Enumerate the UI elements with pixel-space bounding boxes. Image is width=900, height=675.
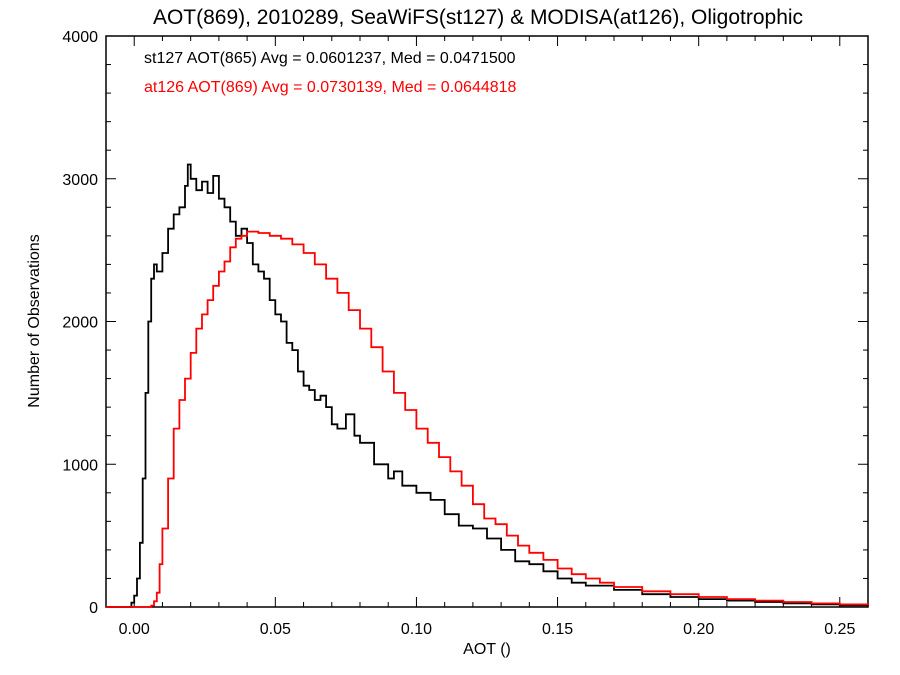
chart-title: AOT(869), 2010289, SeaWiFS(st127) & MODI… xyxy=(153,6,803,29)
y-axis-label: Number of Observations xyxy=(26,234,43,407)
y-tick-label: 1000 xyxy=(62,457,98,474)
x-tick-label: 0.10 xyxy=(401,621,432,638)
series-lines xyxy=(106,163,869,608)
x-tick-label: 0.15 xyxy=(542,621,573,638)
stats-annotation-st127: st127 AOT(865) Avg = 0.0601237, Med = 0.… xyxy=(144,50,516,67)
y-tick-label: 3000 xyxy=(62,172,98,189)
stats-annotation-at126: at126 AOT(869) Avg = 0.0730139, Med = 0.… xyxy=(144,79,517,96)
x-tick-label: 0.00 xyxy=(119,621,150,638)
x-axis-ticks: 0.00 0.05 0.10 0.15 0.20 0.25 xyxy=(119,36,869,638)
series-line-1 xyxy=(106,230,869,608)
series-line-0 xyxy=(106,163,869,608)
x-tick-label: 0.20 xyxy=(683,621,714,638)
x-tick-label: 0.25 xyxy=(824,621,855,638)
x-tick-label: 0.05 xyxy=(260,621,291,638)
y-tick-label: 0 xyxy=(89,600,98,617)
y-axis-ticks: 0 1000 2000 3000 4000 xyxy=(62,29,868,617)
x-axis-label: AOT () xyxy=(463,641,511,658)
y-tick-label: 4000 xyxy=(62,29,98,46)
plot-frame xyxy=(105,35,869,608)
y-tick-label: 2000 xyxy=(62,315,98,332)
